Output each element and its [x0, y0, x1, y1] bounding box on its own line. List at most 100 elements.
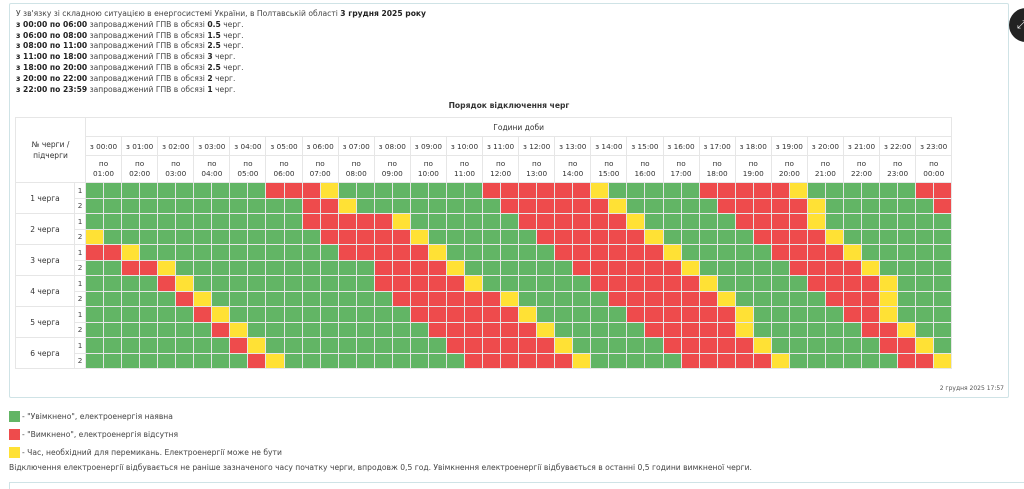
hour-to-text: по 00:00 — [923, 159, 945, 178]
slot-off — [680, 352, 700, 369]
slot-on — [770, 275, 790, 292]
slot-on — [463, 244, 484, 261]
slot-off — [662, 337, 682, 354]
slot-on — [662, 213, 682, 230]
subqueue-label: 2 — [74, 228, 86, 245]
slot-off — [842, 275, 863, 292]
slot-on — [211, 228, 231, 245]
hour-to-text: по 03:00 — [165, 159, 187, 178]
schedule-amount: 1.5 — [207, 30, 221, 40]
slot-off — [229, 337, 249, 354]
slot-off — [500, 352, 520, 369]
slot-on — [84, 306, 105, 323]
slot-on — [662, 352, 682, 369]
slot-on — [175, 259, 195, 276]
slot-on — [518, 290, 538, 307]
slot-on — [265, 306, 285, 323]
slot-off — [770, 244, 790, 261]
hour-to-header: по 06:00 — [265, 155, 303, 183]
slot-off — [445, 275, 465, 292]
schedule-period: з 20:00 по 22:00 — [16, 73, 88, 83]
slot-off — [554, 197, 574, 214]
legend-swatch — [9, 446, 20, 458]
slot-off — [391, 290, 411, 307]
slot-on — [427, 352, 447, 369]
slot-on — [283, 197, 303, 214]
slot-on — [590, 321, 610, 338]
slot-on — [211, 290, 231, 307]
slot-on — [283, 275, 303, 292]
slot-on — [355, 306, 375, 323]
slot-on — [103, 352, 123, 369]
slot-on — [716, 275, 736, 292]
slot-off — [500, 197, 520, 214]
slot-on — [445, 197, 465, 214]
slot-off — [897, 337, 917, 354]
slot-off — [157, 275, 177, 292]
slot-on — [500, 213, 520, 230]
slot-on — [337, 321, 357, 338]
slot-on — [482, 275, 502, 292]
slot-off — [861, 321, 881, 338]
slot-switching — [915, 337, 935, 354]
slot-on — [229, 182, 249, 199]
slot-on — [608, 182, 628, 199]
legend-text: - "Вимкнено", електроенергія відсутня — [22, 429, 179, 439]
schedule-unit: черг. — [220, 19, 244, 29]
slot-on — [175, 182, 195, 199]
hour-to-text: по 20:00 — [778, 159, 800, 178]
slot-on — [373, 197, 393, 214]
slot-on — [824, 213, 844, 230]
slot-switching — [734, 306, 754, 323]
slot-on — [391, 306, 411, 323]
hour-to-header: по 11:00 — [445, 155, 484, 183]
slot-off — [933, 197, 953, 214]
schedule-period: з 06:00 по 08:00 — [16, 30, 88, 40]
slot-on — [211, 259, 231, 276]
slot-off — [518, 352, 538, 369]
slot-on — [554, 290, 574, 307]
slot-off — [175, 290, 195, 307]
slot-on — [301, 306, 321, 323]
slot-off — [608, 259, 628, 276]
slot-on — [211, 275, 231, 292]
slot-on — [337, 259, 357, 276]
hour-from-header: з 04:00 — [229, 136, 267, 156]
slot-on — [121, 290, 141, 307]
slot-off — [193, 306, 213, 323]
slot-switching — [933, 352, 953, 369]
slot-off — [734, 197, 754, 214]
slot-on — [482, 213, 502, 230]
hour-to-text: по 09:00 — [381, 159, 403, 178]
slot-on — [482, 228, 502, 245]
slot-switching — [842, 244, 863, 261]
schedule-amount: 0.5 — [207, 19, 221, 29]
slot-off — [644, 275, 664, 292]
slot-on — [121, 352, 141, 369]
slot-on — [915, 213, 935, 230]
slot-on — [915, 259, 935, 276]
schedule-amount: 2.5 — [207, 41, 221, 51]
subqueue-label: 2 — [74, 321, 86, 338]
slot-on — [229, 244, 249, 261]
slot-off — [373, 228, 393, 245]
slot-off — [608, 290, 628, 307]
slot-switching — [121, 244, 141, 261]
schedule-unit: черг. — [212, 73, 236, 83]
slot-on — [842, 182, 863, 199]
slot-on — [770, 290, 790, 307]
slot-off — [716, 306, 736, 323]
slot-on — [933, 321, 953, 338]
expand-button[interactable]: ⤢ — [1009, 8, 1024, 42]
slot-on — [734, 259, 754, 276]
slot-on — [806, 321, 826, 338]
hour-to-header: по 00:00 — [915, 155, 953, 183]
slot-on — [879, 213, 899, 230]
slot-switching — [536, 321, 556, 338]
schedule-text: запроваджений ГПВ в обсязі — [87, 52, 208, 62]
slot-on — [175, 337, 195, 354]
slot-on — [337, 275, 357, 292]
schedule-text: запроваджений ГПВ в обсязі — [87, 62, 208, 72]
schedule-text: запроваджений ГПВ в обсязі — [87, 30, 208, 40]
slot-off — [463, 337, 484, 354]
